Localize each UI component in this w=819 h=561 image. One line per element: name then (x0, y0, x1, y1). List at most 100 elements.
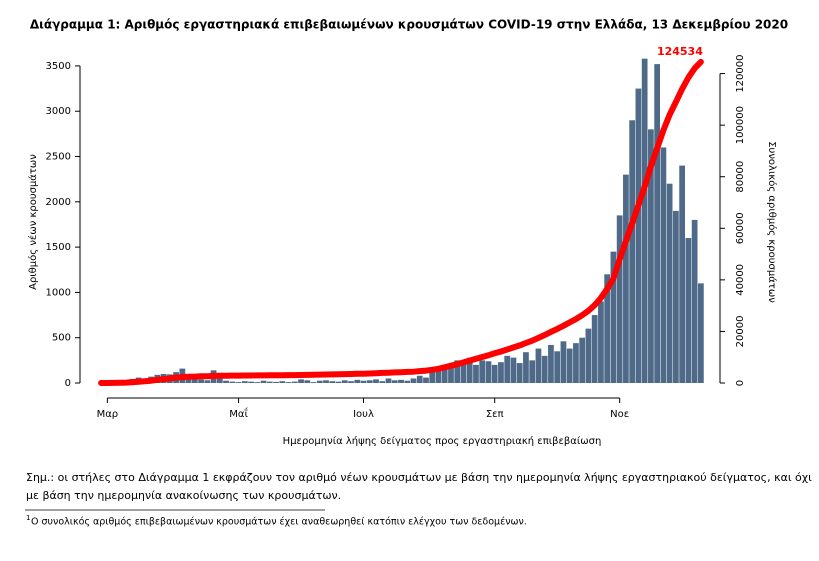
y2-tick-label: 40000 (735, 264, 746, 296)
bar (266, 381, 273, 383)
bar (679, 165, 686, 383)
bar (510, 357, 517, 383)
bar (691, 219, 698, 383)
footnote: Ο συνολικός αριθμός επιβεβαιωμένων κρουσ… (31, 517, 527, 528)
y-tick-label: 3000 (46, 106, 71, 117)
bar (410, 378, 417, 383)
bar (404, 380, 411, 383)
bar (385, 378, 392, 383)
bar (673, 210, 679, 383)
bar (523, 352, 529, 383)
bar (635, 88, 642, 383)
y2-axis-label: Συνολικός αριθμός κρουσμάτων (766, 141, 778, 303)
bar (666, 183, 673, 383)
bar (185, 377, 192, 383)
note: Σημ.: οι στήλες στο Διάγραμμα 1 εκφράζου… (26, 471, 812, 484)
bar (460, 363, 467, 383)
x-tick-label: Νοε (610, 409, 629, 420)
y-tick-label: 1000 (46, 287, 71, 298)
bar (629, 120, 636, 384)
bar (398, 379, 404, 383)
y2-tick-label: 20000 (735, 316, 746, 348)
footnote-marker: 1 (26, 514, 30, 522)
y-axis-label: Αριθμός νέων κρουσμάτων (27, 154, 39, 290)
bar (366, 380, 373, 383)
bar (554, 351, 561, 383)
bar (610, 251, 617, 383)
cumulative-line (98, 58, 704, 386)
bar (660, 147, 667, 383)
bar (354, 379, 361, 383)
bar (479, 360, 486, 383)
y2-tick-label: 60000 (735, 212, 746, 244)
bar (285, 382, 292, 383)
x-axis-label: Ημερομηνία λήψης δείγματος προς εργαστηρ… (283, 435, 602, 447)
bar (304, 380, 311, 383)
bar (598, 301, 604, 383)
bar (441, 364, 448, 383)
bar (504, 355, 511, 383)
bar (435, 369, 442, 383)
x-tick-label: Σεπ (486, 409, 504, 420)
bar (191, 376, 198, 383)
bar (585, 328, 592, 383)
y2-tick-label: 100000 (735, 106, 746, 144)
y2-tick-label: 0 (735, 380, 746, 386)
chart-title: Διάγραμμα 1: Αριθμός εργαστηριακά επιβεβ… (30, 18, 788, 32)
bar (548, 344, 554, 383)
bar (641, 58, 648, 383)
bar (535, 348, 542, 383)
bar (316, 380, 323, 383)
bar (654, 64, 661, 383)
bar (348, 381, 354, 383)
y-tick-label: 2500 (46, 152, 71, 163)
bar (216, 377, 223, 383)
bar (560, 341, 567, 383)
bar (223, 380, 229, 383)
data-label: 124534 (657, 45, 703, 58)
bar (360, 380, 367, 383)
bar (291, 381, 298, 383)
bar (279, 381, 286, 383)
bar (391, 380, 398, 383)
bar (416, 375, 423, 383)
y-tick-label: 0 (65, 378, 71, 389)
bar (373, 379, 379, 383)
bar (516, 363, 523, 383)
bar (604, 274, 611, 383)
bar (254, 382, 261, 383)
bar (429, 372, 436, 383)
y2-tick-label: 120000 (735, 54, 746, 92)
y-tick-label: 1500 (46, 242, 71, 253)
bar (466, 357, 473, 383)
bar (454, 360, 461, 383)
y2-tick-label: 80000 (735, 161, 746, 193)
bar (248, 381, 254, 383)
bar (329, 381, 336, 383)
bar (235, 382, 242, 383)
bar (616, 215, 623, 383)
x-tick-label: Ιουλ (353, 409, 374, 420)
bar (198, 379, 204, 383)
y-tick-label: 3500 (46, 61, 71, 72)
bar (260, 380, 267, 383)
x-tick-label: Μαρ (97, 409, 119, 420)
bar (298, 379, 304, 383)
bar (341, 380, 348, 383)
bar (623, 174, 629, 383)
bar (485, 361, 492, 383)
bar (648, 129, 654, 383)
bar (541, 355, 548, 383)
bar (323, 380, 329, 383)
bar (204, 380, 211, 383)
bar (573, 343, 579, 383)
bar (335, 381, 342, 383)
bar (579, 337, 586, 383)
y-tick-label: 2000 (46, 197, 71, 208)
bar (566, 348, 573, 383)
x-tick-label: Μαΐ (229, 406, 248, 420)
note: με βάση την ημερομηνία ανακοίνωσης των κ… (26, 489, 341, 502)
bar (310, 382, 317, 383)
bar (591, 315, 598, 383)
